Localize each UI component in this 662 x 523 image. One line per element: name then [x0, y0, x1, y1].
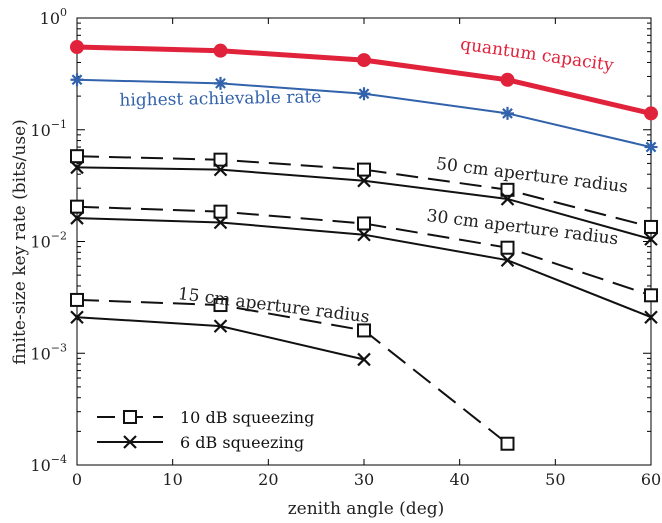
marker-circle	[357, 53, 371, 67]
x-tick-label: 50	[545, 470, 565, 489]
marker-circle	[644, 106, 658, 120]
y-tick-label: 100	[40, 6, 67, 28]
marker-circle	[501, 73, 515, 87]
x-tick-label: 0	[72, 470, 82, 489]
marker-star	[645, 141, 658, 154]
marker-circle	[70, 40, 84, 54]
marker-square	[215, 206, 227, 218]
annotation-label: highest achievable rate	[119, 87, 321, 111]
annotation-label: 15 cm aperture radius	[177, 284, 371, 327]
marker-square	[71, 201, 83, 213]
y-tick-label: 10−1	[30, 118, 67, 140]
x-tick-label: 30	[354, 470, 374, 489]
y-tick-label: 10−2	[30, 230, 67, 252]
marker-square	[645, 289, 657, 301]
marker-square	[124, 411, 136, 423]
annotation-label: quantum capacity	[459, 35, 615, 76]
x-tick-label: 40	[449, 470, 469, 489]
marker-square	[358, 164, 370, 176]
annotation-label: 30 cm aperture radius	[425, 206, 619, 249]
y-axis-label: finite-size key rate (bits/use)	[10, 119, 30, 364]
marker-square	[502, 242, 514, 254]
marker-square	[358, 217, 370, 229]
y-tick-label: 10−4	[30, 453, 67, 475]
marker-square	[502, 438, 514, 450]
annotation-label: 50 cm aperture radius	[435, 154, 629, 197]
legend-label: 10 dB squeezing	[180, 408, 314, 427]
y-tick-label: 10−3	[30, 341, 67, 363]
marker-square	[71, 150, 83, 162]
legend-label: 6 dB squeezing	[180, 433, 304, 452]
marker-square	[645, 221, 657, 233]
x-tick-label: 60	[641, 470, 661, 489]
marker-square	[71, 294, 83, 306]
x-axis-label: zenith angle (deg)	[288, 499, 445, 519]
marker-circle	[214, 44, 228, 58]
x-tick-label: 20	[258, 470, 278, 489]
x-tick-label: 10	[162, 470, 182, 489]
marker-star	[358, 87, 371, 100]
marker-star	[71, 73, 84, 86]
marker-star	[501, 107, 514, 120]
